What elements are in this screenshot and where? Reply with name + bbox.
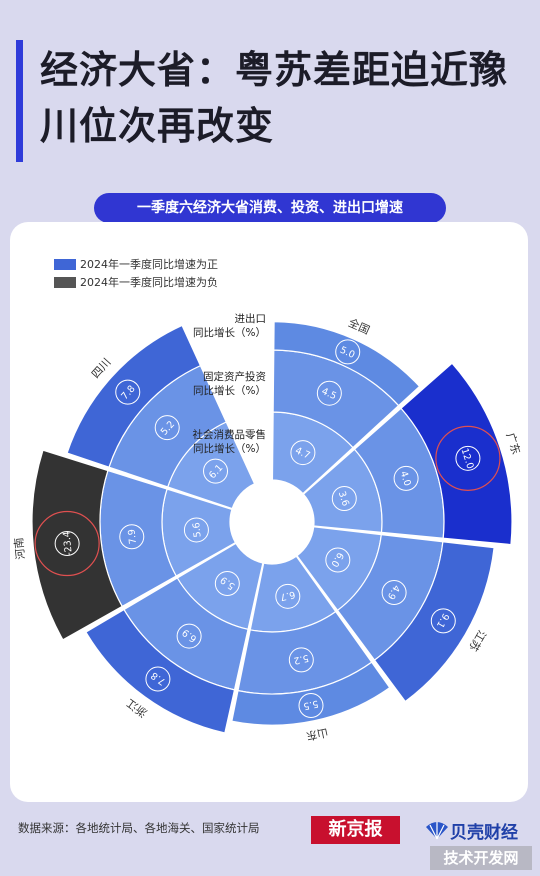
category-label: 山东 [305, 725, 329, 742]
data-point [393, 465, 419, 491]
bar [85, 608, 236, 734]
highlight-circle [34, 510, 100, 577]
data-point [54, 531, 80, 557]
xjb-logo: 新京报 [311, 816, 400, 844]
category-label: 四川 [89, 356, 113, 381]
data-label: 4.0 [398, 470, 413, 488]
data-point [290, 440, 316, 466]
data-label: 7.9 [127, 529, 140, 545]
category-label: 全国 [346, 315, 372, 337]
bar [373, 541, 495, 703]
legend-positive-swatch [54, 258, 76, 270]
ring-label: 社会消费品零售 [193, 428, 267, 441]
beike-logo-text: 贝壳财经 [450, 822, 518, 843]
legend-negative-swatch [54, 276, 76, 288]
data-source: 数据来源：各地统计局、各地海关、国家统计局 [18, 821, 260, 835]
category-label: 江苏 [466, 628, 488, 654]
data-point [214, 570, 240, 596]
ring-label: 同比增长（%） [193, 442, 266, 455]
legend-negative-label: 2024年一季度同比增速为负 [80, 276, 218, 289]
data-point [203, 458, 229, 484]
title-accent-bar [16, 40, 23, 162]
legend-positive-label: 2024年一季度同比增速为正 [80, 258, 218, 271]
data-point [176, 623, 202, 649]
data-label: 5.2 [293, 652, 310, 666]
data-label: 3.6 [336, 490, 351, 508]
beike-logo: 贝壳财经 [424, 815, 518, 845]
bar [66, 324, 202, 468]
data-point [154, 415, 180, 441]
ring-label: 进出口 [235, 312, 267, 325]
legend-positive: 2024年一季度同比增速为正 [54, 255, 218, 273]
category-label: 浙江 [124, 696, 149, 719]
data-point [331, 486, 357, 512]
data-label: 5.5 [302, 698, 319, 712]
data-point [288, 647, 314, 673]
data-point [316, 380, 342, 406]
ring-label: 同比增长（%） [193, 326, 266, 339]
data-point [430, 608, 456, 634]
data-point [119, 524, 145, 550]
data-point [145, 666, 171, 692]
watermark-badge: 技术开发网 [430, 846, 532, 870]
shell-icon [426, 822, 448, 840]
ring-label: 同比增长（%） [193, 384, 266, 397]
center-hole [232, 482, 312, 562]
data-point [335, 339, 361, 365]
data-point [275, 583, 301, 609]
data-point [381, 580, 407, 605]
legend: 2024年一季度同比增速为正 2024年一季度同比增速为负 [54, 255, 218, 291]
data-point [298, 692, 324, 718]
data-label: 6.7 [279, 588, 296, 602]
data-point [325, 547, 351, 573]
bar [31, 449, 123, 641]
data-point [183, 517, 209, 543]
category-label: 河南 [12, 537, 27, 560]
ring-label: 固定资产投资 [203, 370, 266, 383]
data-label: -23.4 [61, 531, 75, 557]
legend-negative: 2024年一季度同比增速为负 [54, 273, 218, 291]
data-point [455, 445, 481, 471]
category-label: 广东 [504, 431, 523, 456]
data-label: 5.6 [191, 522, 204, 538]
chart-subtitle: 一季度六经济大省消费、投资、进出口增速 [94, 193, 446, 223]
data-point [115, 379, 141, 405]
page-title: 经济大省：粤苏差距迫近豫川位次再改变 [40, 48, 509, 148]
highlight-circle [435, 425, 501, 491]
